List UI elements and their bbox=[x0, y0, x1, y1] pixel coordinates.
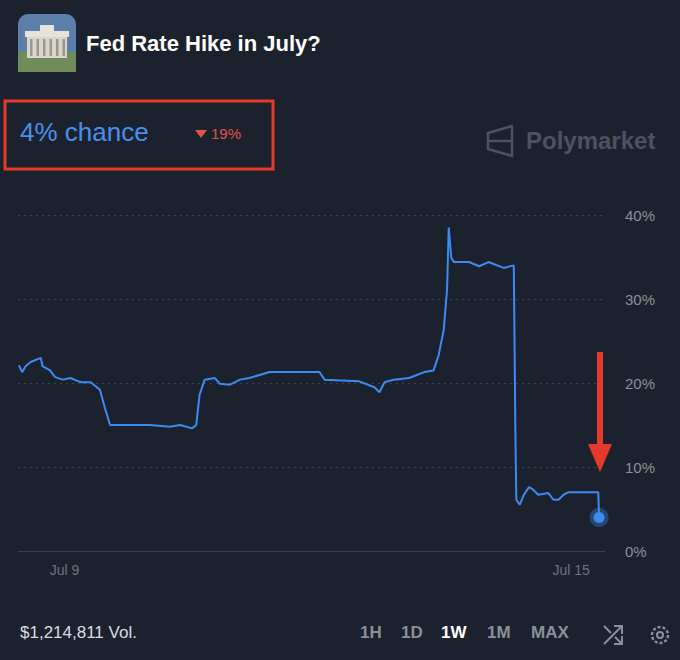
html-text:4% chance: 4% chance bbox=[20, 117, 149, 147]
html-text:1W: 1W bbox=[441, 623, 467, 642]
svg-text:Jul 15: Jul 15 bbox=[553, 562, 591, 578]
html-text:Fed Rate Hike in July?: Fed Rate Hike in July? bbox=[86, 31, 321, 56]
svg-text:30%: 30% bbox=[625, 291, 655, 308]
svg-text:40%: 40% bbox=[625, 207, 655, 224]
html-text:MAX: MAX bbox=[531, 623, 569, 642]
svg-text:20%: 20% bbox=[625, 375, 655, 392]
html-text:19%: 19% bbox=[211, 125, 241, 142]
svg-text:0%: 0% bbox=[625, 543, 647, 560]
html-text:1M: 1M bbox=[487, 623, 511, 642]
svg-text:10%: 10% bbox=[625, 459, 655, 476]
html-text:$1,214,811 Vol.: $1,214,811 Vol. bbox=[20, 623, 137, 642]
html-text:1D: 1D bbox=[401, 623, 423, 642]
html-text:1H: 1H bbox=[360, 623, 382, 642]
html-text:Polymarket: Polymarket bbox=[526, 127, 656, 154]
svg-text:Jul 9: Jul 9 bbox=[50, 562, 80, 578]
